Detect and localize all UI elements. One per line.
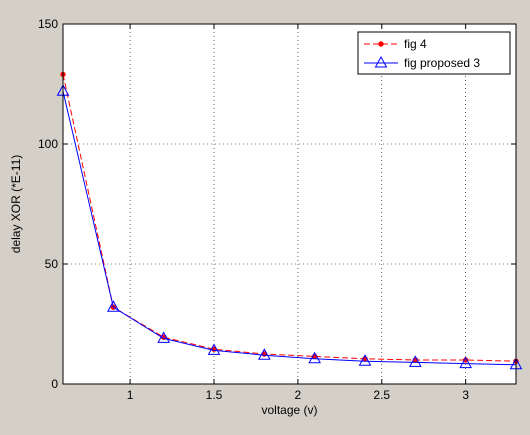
legend-marker-1 [378, 41, 384, 47]
data-point [308, 351, 322, 364]
y-tick-label: 50 [45, 257, 59, 271]
y-axis-label: delay XOR (*E-11) [9, 155, 23, 253]
series-layer [56, 71, 523, 370]
legend-marker-2 [374, 55, 388, 68]
legend-label-2: fig proposed 3 [404, 56, 480, 70]
y-tick-label: 150 [38, 17, 58, 31]
data-point [207, 343, 221, 355]
x-tick-label: 1 [127, 388, 134, 402]
grid-lines [63, 24, 516, 384]
y-tick-label: 100 [38, 137, 58, 151]
data-point [257, 348, 271, 360]
plot-area [63, 24, 516, 384]
x-tick-label: 1.5 [206, 388, 223, 402]
data-point [408, 355, 422, 367]
x-axis-label: voltage (v) [261, 403, 317, 417]
series-line-1 [62, 74, 517, 362]
data-point [358, 354, 372, 366]
data-point [374, 55, 388, 68]
data-point [378, 41, 384, 47]
legend-label-1: fig 4 [404, 37, 427, 51]
series-line-2 [62, 91, 517, 366]
x-tick-label: 2.5 [373, 388, 390, 402]
data-point [106, 300, 120, 312]
data-point [157, 331, 171, 343]
legend: fig 4 fig proposed 3 [357, 31, 511, 75]
x-tick-label: 3 [462, 388, 469, 402]
x-tick-label: 2 [295, 388, 302, 402]
y-tick-label: 0 [51, 377, 58, 391]
axis-ticks: 1 1.5 2 2.5 3 0 50 100 150 [38, 17, 516, 402]
axes-frame [62, 23, 517, 385]
data-point [459, 356, 473, 369]
